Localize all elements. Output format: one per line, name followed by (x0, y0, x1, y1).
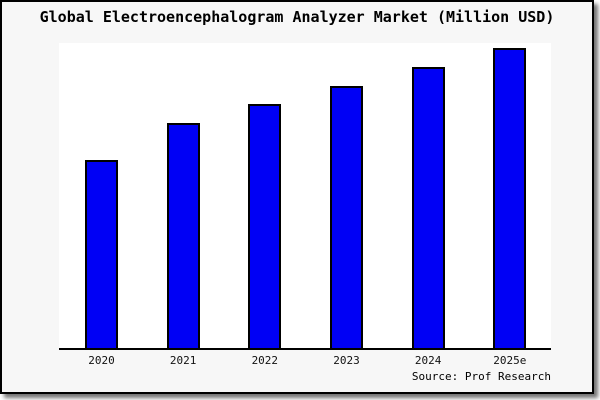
x-tick-label-2025e: 2025e (493, 354, 527, 367)
x-tick-label-2020: 2020 (88, 354, 115, 367)
x-tick-label-2023: 2023 (333, 354, 360, 367)
bar-2024 (411, 67, 445, 348)
x-tick-label-2021: 2021 (169, 354, 197, 367)
x-tick-label-2022: 2022 (251, 354, 279, 367)
bar-2022 (248, 104, 282, 348)
source-note: Source: Prof Research (411, 370, 551, 383)
x-tick-label-2024: 2024 (414, 354, 442, 367)
chart-title: Global Electroencephalogram Analyzer Mar… (39, 8, 555, 26)
bar-2023 (329, 86, 363, 348)
bar-2025e (493, 48, 527, 348)
plot-area (59, 43, 551, 350)
chart-frame: Global Electroencephalogram Analyzer Mar… (0, 0, 594, 394)
bar-2020 (85, 160, 118, 348)
bar-2021 (166, 123, 200, 348)
x-axis-labels: 2020 2021 2022 2023 2024 2025e (59, 354, 551, 368)
